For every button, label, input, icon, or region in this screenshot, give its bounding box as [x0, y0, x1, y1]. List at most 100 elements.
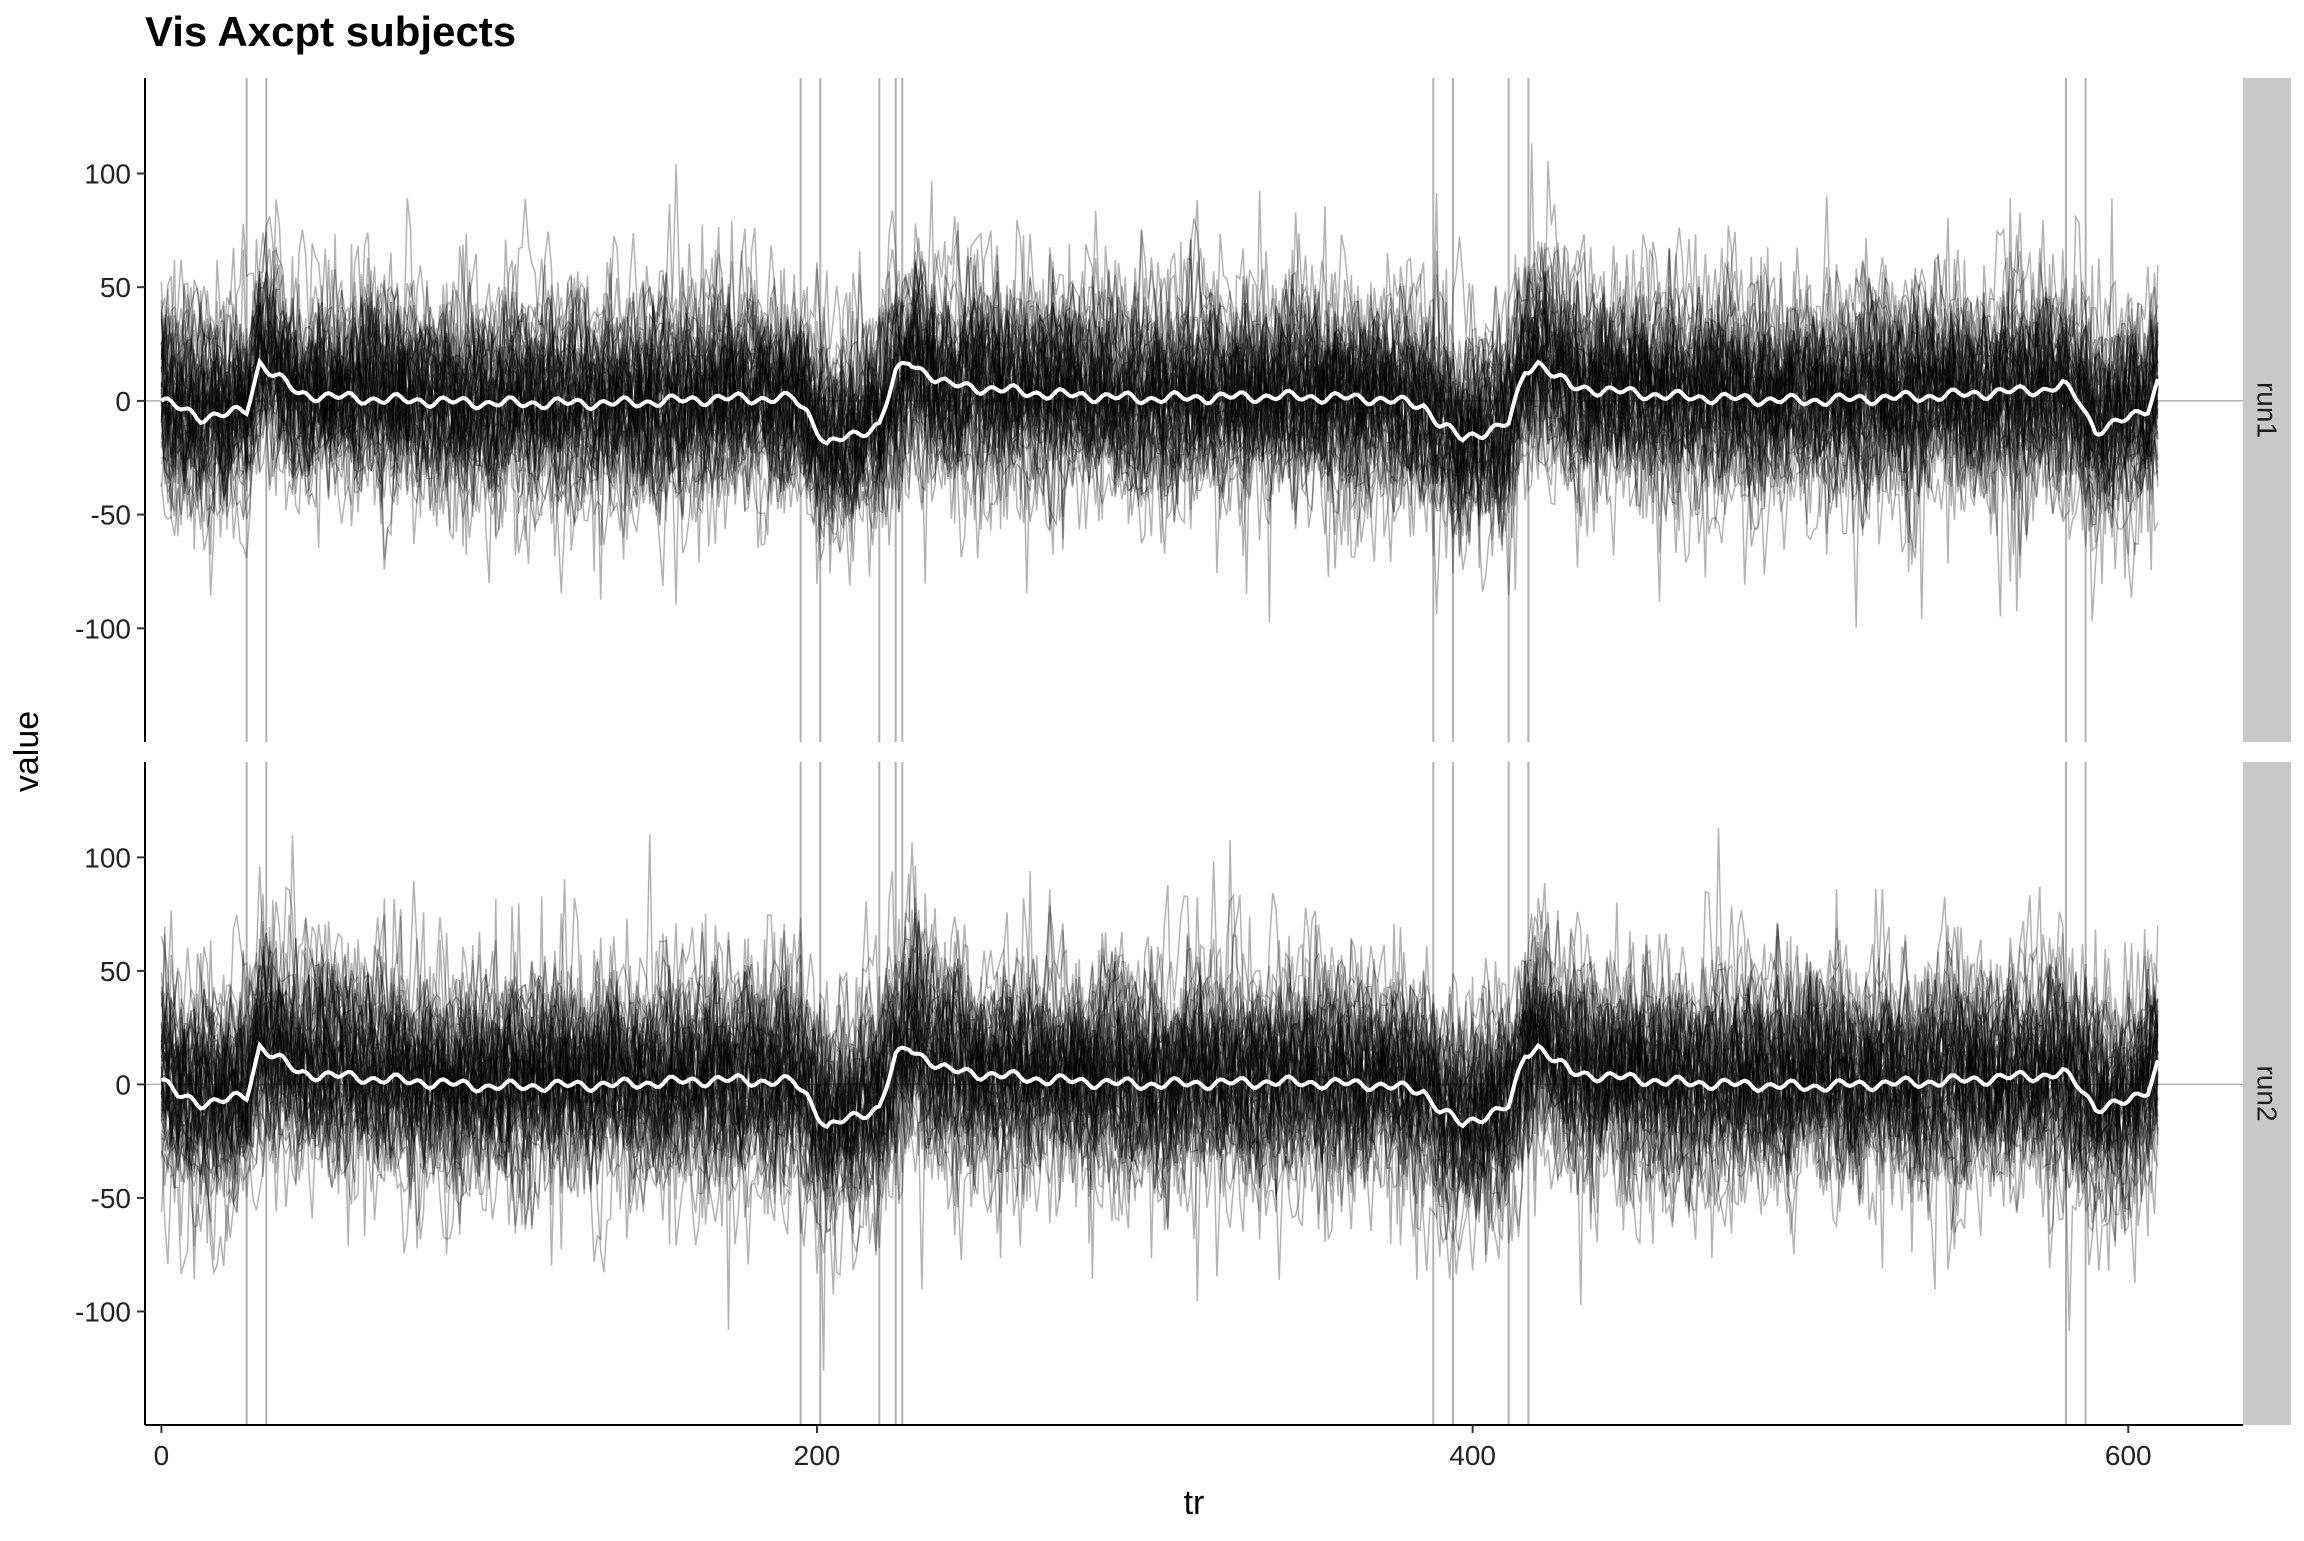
subject-trace: [160, 264, 2159, 564]
subject-trace: [160, 972, 2159, 1184]
subject-trace: [160, 301, 2159, 612]
subject-trace: [160, 936, 2159, 1271]
subject-trace: [160, 902, 2159, 1280]
subject-trace: [161, 260, 2159, 539]
y-tick-label: 0: [115, 1069, 131, 1100]
subject-trace: [160, 861, 2159, 1223]
subject-trace: [160, 161, 2159, 572]
subject-trace: [160, 827, 2159, 1144]
panel-run2-subject-traces: [160, 827, 2159, 1371]
subject-trace: [161, 916, 2159, 1214]
subject-trace: [160, 900, 2159, 1237]
subject-trace: [160, 897, 2159, 1280]
subject-trace: [160, 224, 2159, 491]
subject-trace: [160, 927, 2159, 1191]
subject-trace: [160, 984, 2159, 1244]
y-tick-label: 0: [115, 386, 131, 417]
subject-trace: [160, 973, 2159, 1276]
subject-trace: [160, 905, 2159, 1290]
subject-trace: [160, 243, 2159, 557]
subject-trace: [160, 290, 2159, 525]
subject-trace: [160, 190, 2159, 556]
x-axis-title: tr: [1184, 1484, 1205, 1522]
subject-trace: [160, 866, 2158, 1237]
subject-trace: [160, 269, 2159, 537]
panel-run1: -100 -50 0 50 100 run1: [75, 78, 2291, 742]
x-tick-label: 0: [154, 1440, 170, 1471]
subject-trace: [160, 282, 2159, 558]
subject-trace: [160, 199, 2159, 475]
subject-trace: [160, 941, 2159, 1138]
subject-trace: [160, 1033, 2159, 1247]
facet-strip-label: run2: [2252, 1065, 2283, 1121]
subject-trace: [160, 893, 2159, 1275]
y-tick-label: 50: [100, 956, 131, 987]
subject-trace: [160, 220, 2159, 615]
subject-trace: [160, 198, 2159, 605]
subject-trace: [160, 297, 2159, 509]
subject-trace: [160, 898, 2159, 1295]
subject-trace: [160, 219, 2159, 527]
subject-trace: [160, 247, 2159, 461]
subject-trace: [160, 254, 2159, 621]
facet-strip-label: run1: [2252, 382, 2283, 438]
subject-trace: [160, 897, 2159, 1265]
facet-strip: [2243, 762, 2291, 1425]
y-tick-label: -50: [91, 500, 131, 531]
y-axis-title: value: [8, 711, 46, 792]
subject-trace: [160, 932, 2159, 1166]
subject-trace: [160, 247, 2159, 594]
subject-trace: [160, 871, 2159, 1208]
subject-trace: [160, 274, 2159, 479]
subject-trace: [160, 925, 2159, 1208]
subject-trace: [160, 227, 2159, 579]
subject-trace: [160, 247, 2159, 600]
x-tick-label: 600: [2105, 1440, 2152, 1471]
subject-trace: [160, 232, 2159, 556]
facet-strip: [2243, 78, 2291, 742]
subject-trace: [160, 898, 2159, 1257]
subject-trace: [160, 880, 2159, 1214]
subject-trace: [161, 879, 2159, 1270]
subject-trace: [160, 963, 2159, 1202]
subject-trace: [160, 164, 2159, 560]
panel-run1-subject-traces: [160, 143, 2159, 628]
chart-title: Vis Axcpt subjects: [145, 8, 517, 55]
x-tick-label: 400: [1449, 1440, 1496, 1471]
subject-trace: [160, 217, 2159, 500]
subject-trace: [160, 242, 2159, 579]
subject-trace: [160, 325, 2159, 552]
subject-trace: [160, 924, 2159, 1277]
mean-line: [161, 1040, 2160, 1130]
subject-trace: [160, 196, 2159, 530]
subject-trace: [160, 895, 2159, 1280]
subject-trace: [160, 914, 2159, 1155]
subject-trace: [160, 914, 2159, 1203]
mean-line: [160, 357, 2160, 446]
subject-trace: [160, 835, 2159, 1214]
subject-trace: [160, 249, 2159, 574]
subject-trace: [160, 896, 2159, 1203]
subject-trace: [161, 962, 2159, 1177]
subject-trace: [160, 270, 2159, 591]
subject-trace: [160, 288, 2159, 584]
subject-trace: [160, 892, 2159, 1168]
subject-trace: [160, 834, 2159, 1306]
subject-trace: [160, 923, 2159, 1218]
x-tick-label: 200: [794, 1440, 841, 1471]
subject-trace: [160, 839, 2159, 1208]
subject-trace: [160, 210, 2159, 586]
subject-trace: [160, 893, 2159, 1259]
subject-trace: [160, 865, 2158, 1168]
subject-trace: [160, 896, 2158, 1262]
subject-trace: [160, 241, 2159, 504]
y-tick-label: 50: [100, 272, 131, 303]
subject-trace: [160, 243, 2159, 538]
subject-trace: [160, 250, 2159, 503]
subject-trace: [160, 928, 2158, 1212]
subject-trace: [160, 980, 2159, 1280]
subject-trace: [160, 311, 2159, 505]
subject-trace: [160, 910, 2159, 1302]
subject-trace: [160, 317, 2159, 529]
